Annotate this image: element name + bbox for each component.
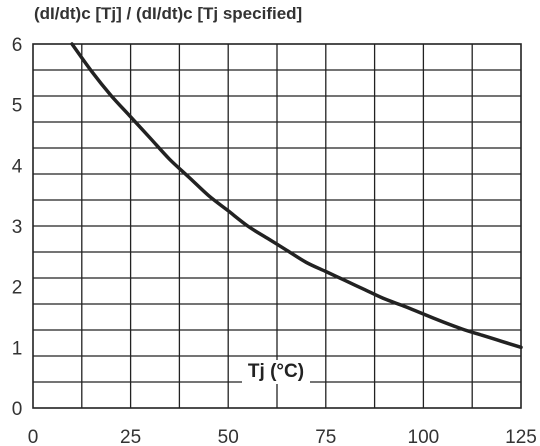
y-tick-label: 5 bbox=[12, 96, 23, 117]
xlabel-background bbox=[242, 360, 310, 384]
x-tick-label: 100 bbox=[408, 427, 440, 446]
y-tick-label: 4 bbox=[12, 156, 23, 177]
plot-frame bbox=[32, 43, 522, 409]
x-tick-label: 50 bbox=[218, 427, 239, 446]
y-tick-label: 3 bbox=[12, 217, 23, 238]
y-tick-label: 2 bbox=[12, 278, 23, 299]
x-tick-label: 25 bbox=[120, 427, 141, 446]
x-axis-label: Tj (°C) bbox=[248, 361, 304, 382]
x-tick-labels: 0 25 50 75 100 125 bbox=[28, 427, 537, 446]
plot-border bbox=[32, 43, 522, 409]
chart-title: (dI/dt)c [Tj] / (dI/dt)c [Tj specified] bbox=[34, 4, 303, 23]
series-curve bbox=[70, 42, 523, 350]
y-tick-label: 6 bbox=[12, 35, 23, 56]
x-tick-label: 0 bbox=[28, 427, 39, 446]
x-tick-label: 125 bbox=[505, 427, 537, 446]
y-tick-label: 1 bbox=[12, 338, 23, 359]
y-tick-labels: 0 1 2 3 4 5 6 bbox=[12, 35, 23, 420]
y-tick-label: 0 bbox=[12, 399, 23, 420]
x-tick-label: 75 bbox=[315, 427, 336, 446]
grid bbox=[33, 44, 521, 408]
